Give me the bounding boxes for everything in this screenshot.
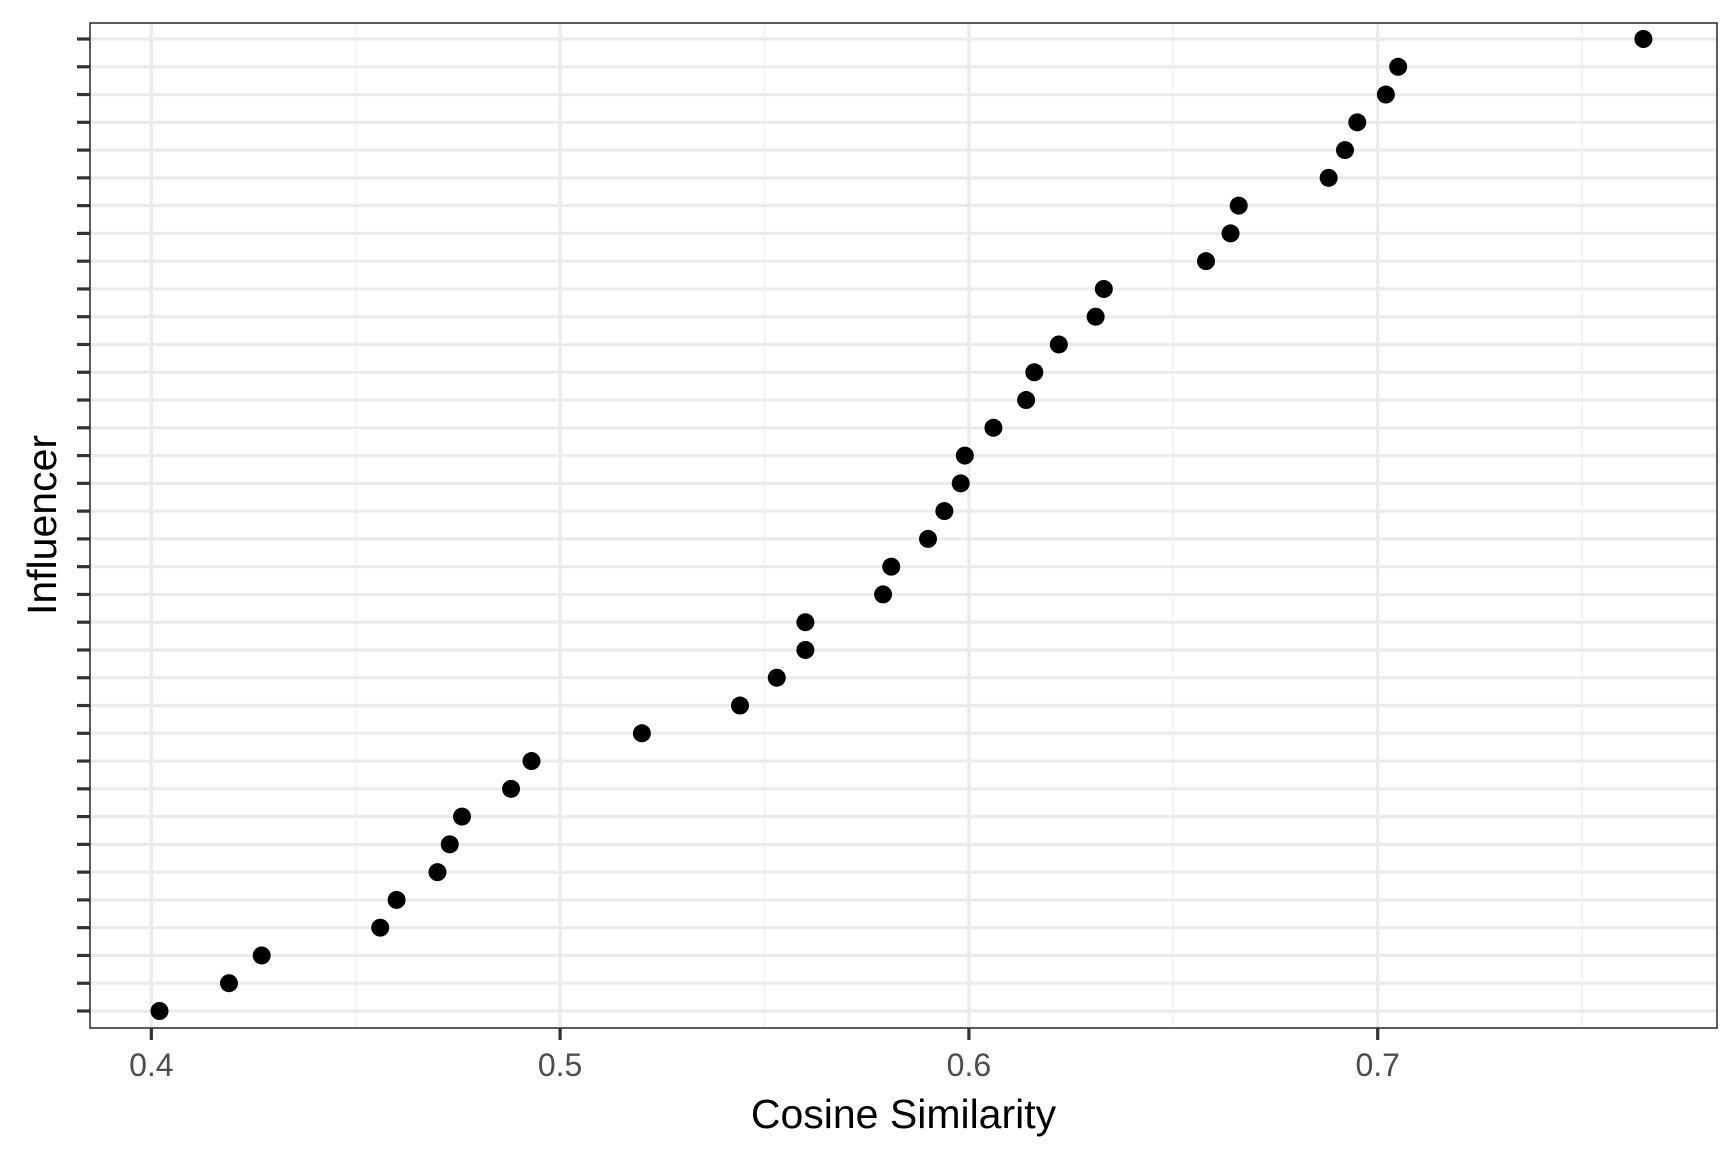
data-point [796, 613, 815, 632]
data-points [150, 30, 1653, 1020]
data-point [1389, 57, 1408, 76]
data-point [453, 807, 472, 826]
data-point [984, 418, 1003, 437]
data-point [252, 946, 271, 965]
data-point [1376, 85, 1395, 104]
minor-grid [354, 23, 1583, 1028]
data-point [387, 890, 406, 909]
data-point [1049, 335, 1068, 354]
x-tick-label: 0.4 [129, 1047, 173, 1083]
data-point [1319, 168, 1338, 187]
data-point [1634, 30, 1653, 48]
data-point [632, 724, 651, 743]
data-point [1335, 141, 1354, 160]
data-point [955, 446, 974, 465]
data-point [1221, 224, 1240, 243]
data-point [796, 640, 815, 659]
data-point [440, 835, 459, 854]
x-tick-label: 0.6 [947, 1047, 991, 1083]
data-point [522, 752, 541, 771]
data-point [882, 557, 901, 576]
data-point [1025, 363, 1044, 382]
x-axis-title: Cosine Similarity [751, 1091, 1057, 1137]
y-axis-ticks [77, 37, 90, 1013]
data-point [150, 1002, 169, 1020]
x-tick-label: 0.5 [538, 1047, 582, 1083]
data-point [935, 502, 954, 521]
data-point [371, 918, 390, 937]
data-point [1086, 307, 1105, 326]
x-axis-ticks [149, 1028, 1380, 1040]
major-grid [90, 23, 1717, 1028]
data-point [951, 474, 970, 493]
y-axis-title: Influencer [19, 435, 65, 615]
data-point [428, 863, 447, 882]
x-axis-tick-labels: 0.4 0.5 0.6 0.7 [129, 1047, 1400, 1083]
data-point [1229, 196, 1248, 215]
data-point [219, 974, 238, 993]
data-point [874, 585, 893, 604]
data-point [767, 668, 786, 687]
x-tick-label: 0.7 [1355, 1047, 1399, 1083]
data-point [1094, 279, 1113, 298]
data-point [919, 529, 938, 548]
data-point [1197, 252, 1216, 271]
data-point [502, 779, 521, 798]
data-point [730, 696, 749, 715]
data-point [1348, 113, 1367, 132]
panel-border [89, 22, 1718, 1029]
data-point [1017, 391, 1036, 410]
